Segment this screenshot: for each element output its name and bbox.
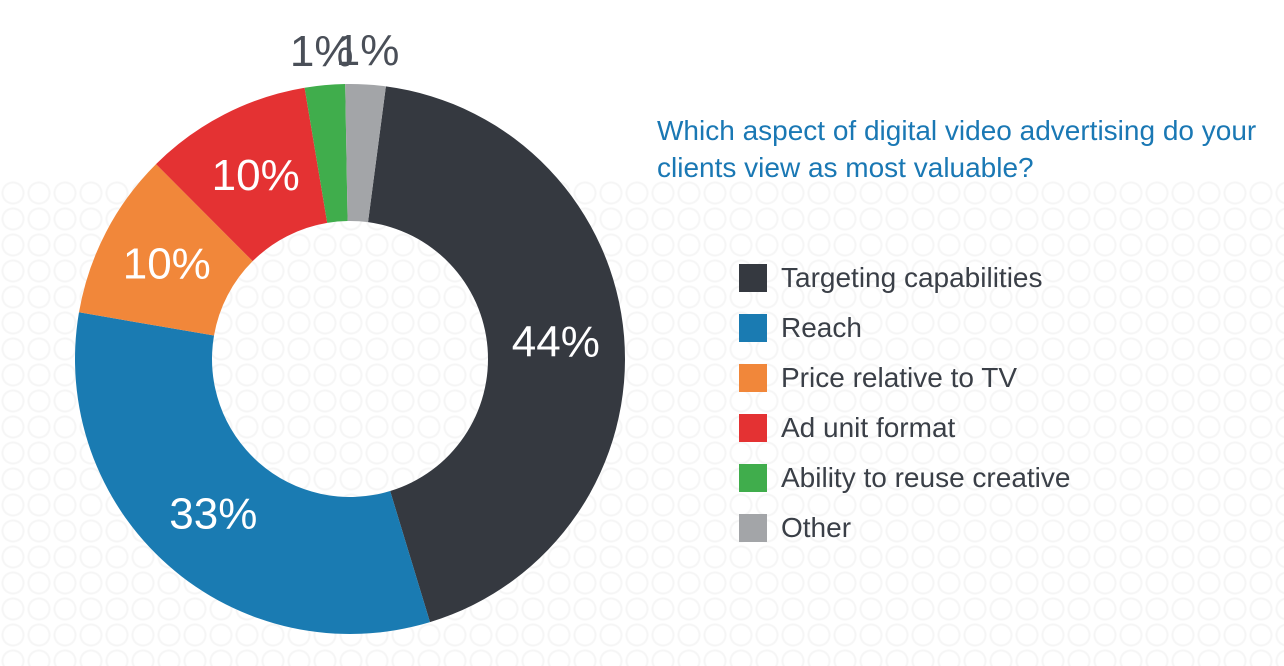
legend-swatch [739,464,767,492]
legend-swatch [739,364,767,392]
label-ad-unit: 10% [212,151,300,200]
legend-label: Other [781,512,852,543]
legend: Targeting capabilities Reach Price relat… [739,253,1070,553]
label-targeting: 44% [512,318,600,367]
slice-other [345,84,386,223]
label-other: 1% [336,26,400,75]
legend-item-reuse: Ability to reuse creative [739,453,1070,503]
legend-item-reach: Reach [739,303,1070,353]
slice-targeting [368,86,625,623]
slice-reach [75,312,430,634]
label-reach: 33% [169,489,257,538]
legend-swatch [739,514,767,542]
chart-title: Which aspect of digital video advertisin… [657,115,1257,183]
label-reuse: 1% [290,27,354,76]
legend-label: Ad unit format [781,412,956,443]
donut-slices [75,84,625,634]
donut-labels: 44% 33% 10%10% 1%1% [123,26,600,538]
donut-chart: 44% 33% 10%10% 1%1% [75,26,625,634]
slice-price [78,164,253,336]
legend-label: Reach [781,312,862,343]
legend-label: Price relative to TV [781,362,1018,393]
legend-swatch [739,264,767,292]
legend-swatch [739,314,767,342]
legend-label: Targeting capabilities [781,262,1043,293]
legend-swatch [739,414,767,442]
legend-item-targeting: Targeting capabilities [739,253,1070,303]
legend-item-other: Other [739,503,1070,553]
legend-label: Ability to reuse creative [781,462,1071,493]
legend-item-price: Price relative to TV [739,353,1070,403]
slice-reuse [304,84,348,223]
slice-ad-unit [156,87,328,262]
legend-item-ad-unit: Ad unit format [739,403,1070,453]
label-price: 10% [123,239,211,288]
